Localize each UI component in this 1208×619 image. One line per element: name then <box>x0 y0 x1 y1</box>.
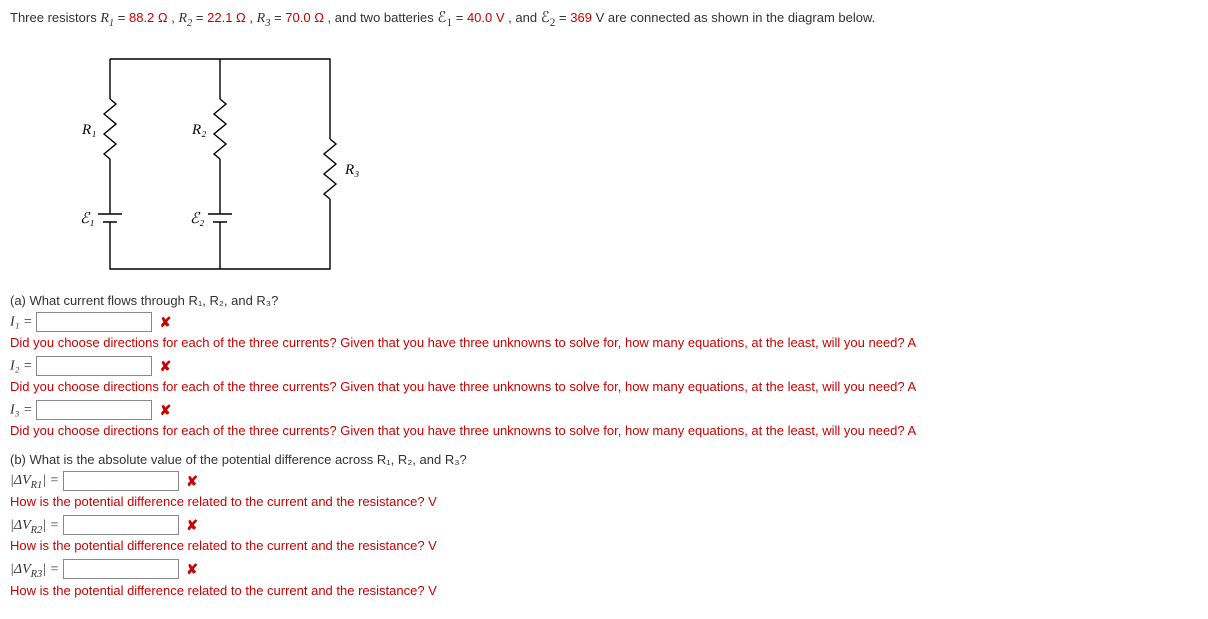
mid: , and two batteries <box>328 10 438 25</box>
sep: , <box>249 10 256 25</box>
problem-statement: Three resistors R1 = 88.2 Ω , R2 = 22.1 … <box>10 8 1198 29</box>
part-a-prompt: (a) What current flows through R₁, R₂, a… <box>10 293 1198 308</box>
i3-input[interactable] <box>36 400 152 420</box>
eq: = <box>196 10 207 25</box>
r2-label: R₂ <box>191 122 206 138</box>
dv2-label: |ΔVR2| = <box>10 518 63 533</box>
part-b-prompt: (b) What is the absolute value of the po… <box>10 452 1198 467</box>
i2-input[interactable] <box>36 356 152 376</box>
r1-sym: R1 <box>100 11 114 26</box>
eq: = <box>274 10 285 25</box>
r1-val: 88.2 Ω <box>129 10 168 25</box>
i1-label: I₁ = <box>10 314 36 329</box>
dv3-input[interactable] <box>63 559 179 579</box>
wrong-icon: ✘ <box>160 402 172 418</box>
eq: = <box>559 10 570 25</box>
i3-feedback: Did you choose directions for each of th… <box>10 423 1198 438</box>
wrong-icon: ✘ <box>186 517 198 533</box>
dv1-label: |ΔVR1| = <box>10 473 63 488</box>
eq: = <box>456 10 467 25</box>
wrong-icon: ✘ <box>186 473 198 489</box>
dv1-input[interactable] <box>63 471 179 491</box>
wrong-icon: ✘ <box>160 314 172 330</box>
r2-val: 22.1 Ω <box>207 10 246 25</box>
dv3-label: |ΔVR3| = <box>10 562 63 577</box>
dv2-row: |ΔVR2| = ✘ <box>10 515 1198 535</box>
dv2-feedback: How is the potential difference related … <box>10 538 1198 553</box>
txt: Three resistors <box>10 10 100 25</box>
i2-row: I₂ = ✘ <box>10 356 1198 376</box>
dv3-row: |ΔVR3| = ✘ <box>10 559 1198 579</box>
i3-row: I₃ = ✘ <box>10 400 1198 420</box>
e2-sym: ℰ2 <box>541 10 556 26</box>
e2-val: 369 <box>570 10 592 25</box>
dv1-row: |ΔVR1| = ✘ <box>10 471 1198 491</box>
e1-val: 40.0 V <box>467 10 505 25</box>
r3-sym: R3 <box>257 11 271 26</box>
i1-feedback: Did you choose directions for each of th… <box>10 335 1198 350</box>
circuit-diagram: R₁ R₂ R₃ ℰ₁ ℰ₂ <box>70 39 410 279</box>
dv3-feedback: How is the potential difference related … <box>10 583 1198 598</box>
r2-sym: R2 <box>178 11 192 26</box>
i3-label: I₃ = <box>10 402 36 417</box>
r3-val: 70.0 Ω <box>285 10 324 25</box>
dv2-input[interactable] <box>63 515 179 535</box>
r3-label: R₃ <box>344 162 359 178</box>
i1-row: I₁ = ✘ <box>10 312 1198 332</box>
e1-sym: ℰ1 <box>437 10 452 26</box>
r1-label: R₁ <box>81 122 96 138</box>
e2-unit: V are connected as shown in the diagram … <box>596 10 876 25</box>
i1-input[interactable] <box>36 312 152 332</box>
and: , and <box>508 10 541 25</box>
i2-label: I₂ = <box>10 358 36 373</box>
wrong-icon: ✘ <box>186 561 198 577</box>
eq: = <box>118 10 129 25</box>
dv1-feedback: How is the potential difference related … <box>10 494 1198 509</box>
e1-label: ℰ₁ <box>80 211 94 227</box>
e2-label: ℰ₂ <box>190 211 204 227</box>
wrong-icon: ✘ <box>160 358 172 374</box>
i2-feedback: Did you choose directions for each of th… <box>10 379 1198 394</box>
